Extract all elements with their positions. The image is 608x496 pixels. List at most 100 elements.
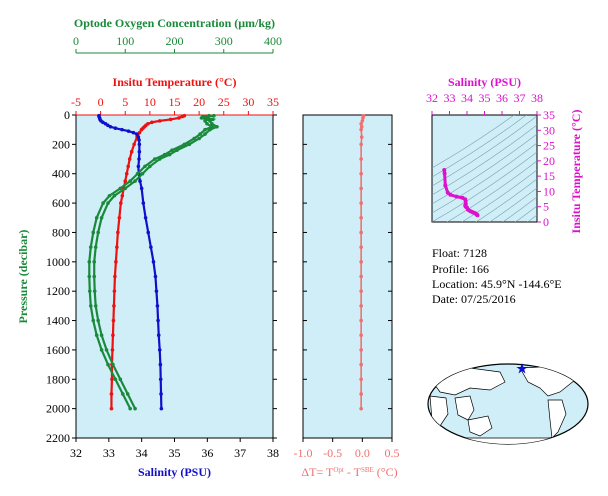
pressure-axis-label: Pressure (decibar) <box>16 230 30 324</box>
ts-panel <box>431 114 538 223</box>
temperature-tick-label: 5 <box>122 95 128 109</box>
oxygen-tick-label: 400 <box>264 34 282 48</box>
ts-salinity-tick-label: 37 <box>514 91 526 105</box>
isopycnal-line <box>432 151 537 222</box>
temperature-data-point <box>180 114 185 119</box>
temperature-data-point <box>112 304 116 308</box>
salinity-data-point <box>141 201 146 205</box>
india-se-asia-landmass <box>454 395 475 421</box>
oxygen-data-point <box>104 348 109 352</box>
profile-date: Date: 07/25/2016 <box>432 292 516 306</box>
oxygen-tick-label: 300 <box>215 34 233 48</box>
pressure-tick-label: 1400 <box>46 314 70 328</box>
temperature-data-point <box>110 377 114 382</box>
oxygen-data-point <box>192 136 196 141</box>
oxygen-data-point <box>111 362 115 367</box>
temperature-data-point <box>117 215 122 220</box>
oxygen-data-point <box>118 186 123 191</box>
delta-t-tick-label: -1.0 <box>294 446 313 460</box>
temperature-data-point <box>157 119 162 123</box>
oxygen-data-point <box>92 260 97 264</box>
pressure-tick-label: 200 <box>52 137 70 151</box>
ts-data-point <box>475 213 480 218</box>
oxygen-profile-line <box>93 114 220 410</box>
delta-t-tick-label: 0.0 <box>355 446 370 460</box>
float-location-star-icon <box>516 363 528 374</box>
temperature-tick-label: 30 <box>242 95 254 109</box>
oxygen-data-point <box>91 318 96 323</box>
oxygen-profile-line <box>88 114 215 410</box>
pressure-tick-label: 400 <box>52 167 70 181</box>
temperature-data-point <box>115 245 119 249</box>
oxygen-data-point <box>106 201 110 205</box>
pressure-tick-label: 1800 <box>46 372 70 386</box>
ts-data-point <box>442 171 447 176</box>
salinity-data-point <box>153 274 158 279</box>
temperature-data-point <box>139 127 144 132</box>
ts-salinity-tick-label: 32 <box>426 91 438 105</box>
delta-t-data-point <box>360 119 365 123</box>
ts-temperature-tick-label: 20 <box>543 154 555 168</box>
salinity-data-point <box>106 123 110 128</box>
salinity-data-point <box>137 142 142 147</box>
oxygen-data-point <box>101 201 105 205</box>
delta-t-data-point <box>361 116 365 120</box>
oxygen-data-point <box>207 113 211 118</box>
temperature-tick-label: 25 <box>218 95 230 109</box>
salinity-data-point <box>154 289 159 293</box>
oxygen-data-point <box>210 122 214 126</box>
antarctica-landmass <box>439 437 581 444</box>
delta-t-data-point <box>359 289 363 293</box>
delta-t-data-point <box>359 245 363 249</box>
temperature-tick-label: 15 <box>169 95 181 109</box>
salinity-data-point <box>158 377 163 382</box>
oxygen-data-point <box>140 171 145 176</box>
temperature-data-point <box>127 157 132 161</box>
ts-temperature-tick-label: 15 <box>543 169 555 183</box>
salinity-data-point <box>137 149 142 154</box>
oxygen-data-point <box>113 377 118 382</box>
oxygen-tick-label: 200 <box>166 34 184 48</box>
salinity-data-point <box>108 124 113 129</box>
salinity-tick-label: 35 <box>169 446 181 460</box>
salinity-data-point <box>120 127 124 132</box>
oxygen-data-point <box>133 179 137 183</box>
oxygen-data-point <box>203 127 207 132</box>
temperature-data-point <box>116 230 120 235</box>
delta-t-data-point <box>359 135 364 139</box>
salinity-data-point <box>143 215 148 220</box>
oxygen-data-point <box>88 304 93 308</box>
salinity-data-point <box>149 245 153 249</box>
delta-t-data-point <box>359 201 363 205</box>
delta-t-data-point <box>359 186 363 191</box>
temperature-data-point <box>123 179 128 183</box>
temperature-data-point <box>112 289 117 293</box>
salinity-data-point <box>136 164 141 169</box>
temperature-data-point <box>111 318 116 323</box>
temperature-data-point <box>109 406 114 411</box>
oxygen-axis-label: Optode Oxygen Concentration (μm/kg) <box>74 16 275 30</box>
delta-t-data-point <box>359 122 363 126</box>
pressure-tick-label: 2200 <box>46 431 70 445</box>
ts-data-point <box>442 168 447 173</box>
delta-t-data-point <box>359 362 363 367</box>
salinity-data-point <box>151 260 156 264</box>
oxygen-data-point <box>212 113 216 118</box>
temperature-data-point <box>120 193 125 198</box>
oxygen-data-point <box>99 333 104 338</box>
oxygen-data-point <box>203 119 207 123</box>
delta-t-data-point <box>359 171 363 176</box>
ts-temperature-tick-label: 35 <box>543 108 555 122</box>
salinity-data-point <box>158 362 163 367</box>
oxygen-data-point <box>99 348 104 352</box>
salinity-data-point <box>137 138 141 142</box>
temperature-tick-label: 20 <box>193 95 205 109</box>
pressure-tick-label: 1600 <box>46 343 70 357</box>
oxygen-data-point <box>93 245 98 249</box>
temperature-data-point <box>177 116 181 120</box>
salinity-data-point <box>146 230 151 235</box>
oxygen-data-point <box>128 179 132 183</box>
temperature-data-point <box>129 149 134 154</box>
temperature-data-point <box>111 333 115 338</box>
